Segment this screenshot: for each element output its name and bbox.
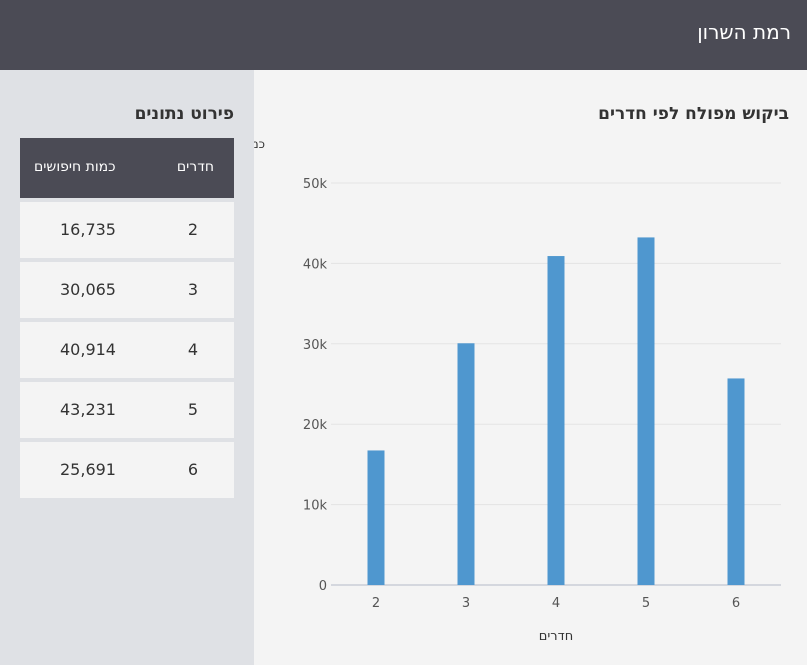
header-count: כמות חיפושים <box>34 159 116 175</box>
table-title: פירוט נתונים <box>134 104 234 124</box>
y-tick-label: 40k <box>303 257 328 272</box>
cell-count: 43,231 <box>60 400 116 419</box>
table-row: 4 40,914 <box>20 322 234 378</box>
bar <box>547 256 565 585</box>
cell-rooms: 4 <box>187 340 198 359</box>
y-tick-label: 30k <box>303 338 328 353</box>
bar <box>727 378 745 585</box>
cell-count: 25,691 <box>60 460 116 479</box>
table-row: 6 25,691 <box>20 442 234 498</box>
bar-chart: 0 10k 20k 30k 40k 50k כמות חיפושים 2 3 4 5 6 חדרים <box>254 137 781 644</box>
cell-count: 30,065 <box>60 280 116 299</box>
cell-count: 40,914 <box>60 340 116 359</box>
cell-count: 16,735 <box>60 220 116 239</box>
x-tick-label: 5 <box>642 596 650 611</box>
cell-rooms: 2 <box>187 220 198 239</box>
cell-rooms: 5 <box>187 400 198 419</box>
chart-panel: ביקוש מפולח לפי חדרים 0 10k 20k 30k 40k 50k כמ… <box>254 70 807 665</box>
bar <box>457 343 475 585</box>
city-title: רמת השרון <box>697 20 791 44</box>
y-tick-label: 20k <box>303 418 328 433</box>
bar <box>637 237 655 585</box>
y-axis-label: כמות חיפושים <box>254 137 265 151</box>
bar <box>367 450 385 585</box>
table-header: חדרים כמות חיפושים <box>20 138 234 198</box>
x-tick-label: 3 <box>462 596 470 611</box>
data-table: חדרים כמות חיפושים 2 16,735 3 30,065 4 4… <box>20 138 234 498</box>
table-row: 3 30,065 <box>20 262 234 318</box>
x-tick-label: 2 <box>372 596 380 611</box>
chart-title: ביקוש מפולח לפי חדרים <box>598 104 789 124</box>
cell-rooms: 6 <box>187 460 198 479</box>
data-breakdown-panel: פירוט נתונים חדרים כמות חיפושים 2 16,735… <box>0 70 254 665</box>
x-axis-label: חדרים <box>539 629 573 644</box>
y-tick-label: 10k <box>303 499 328 514</box>
table-row: 2 16,735 <box>20 202 234 258</box>
y-tick-label: 50k <box>303 177 328 192</box>
x-tick-label: 4 <box>552 596 560 611</box>
header-rooms: חדרים <box>176 159 214 175</box>
table-row: 5 43,231 <box>20 382 234 438</box>
x-tick-label: 6 <box>732 596 740 611</box>
app-header: רמת השרון <box>0 0 807 70</box>
cell-rooms: 3 <box>187 280 198 299</box>
y-tick-label: 0 <box>319 579 327 594</box>
